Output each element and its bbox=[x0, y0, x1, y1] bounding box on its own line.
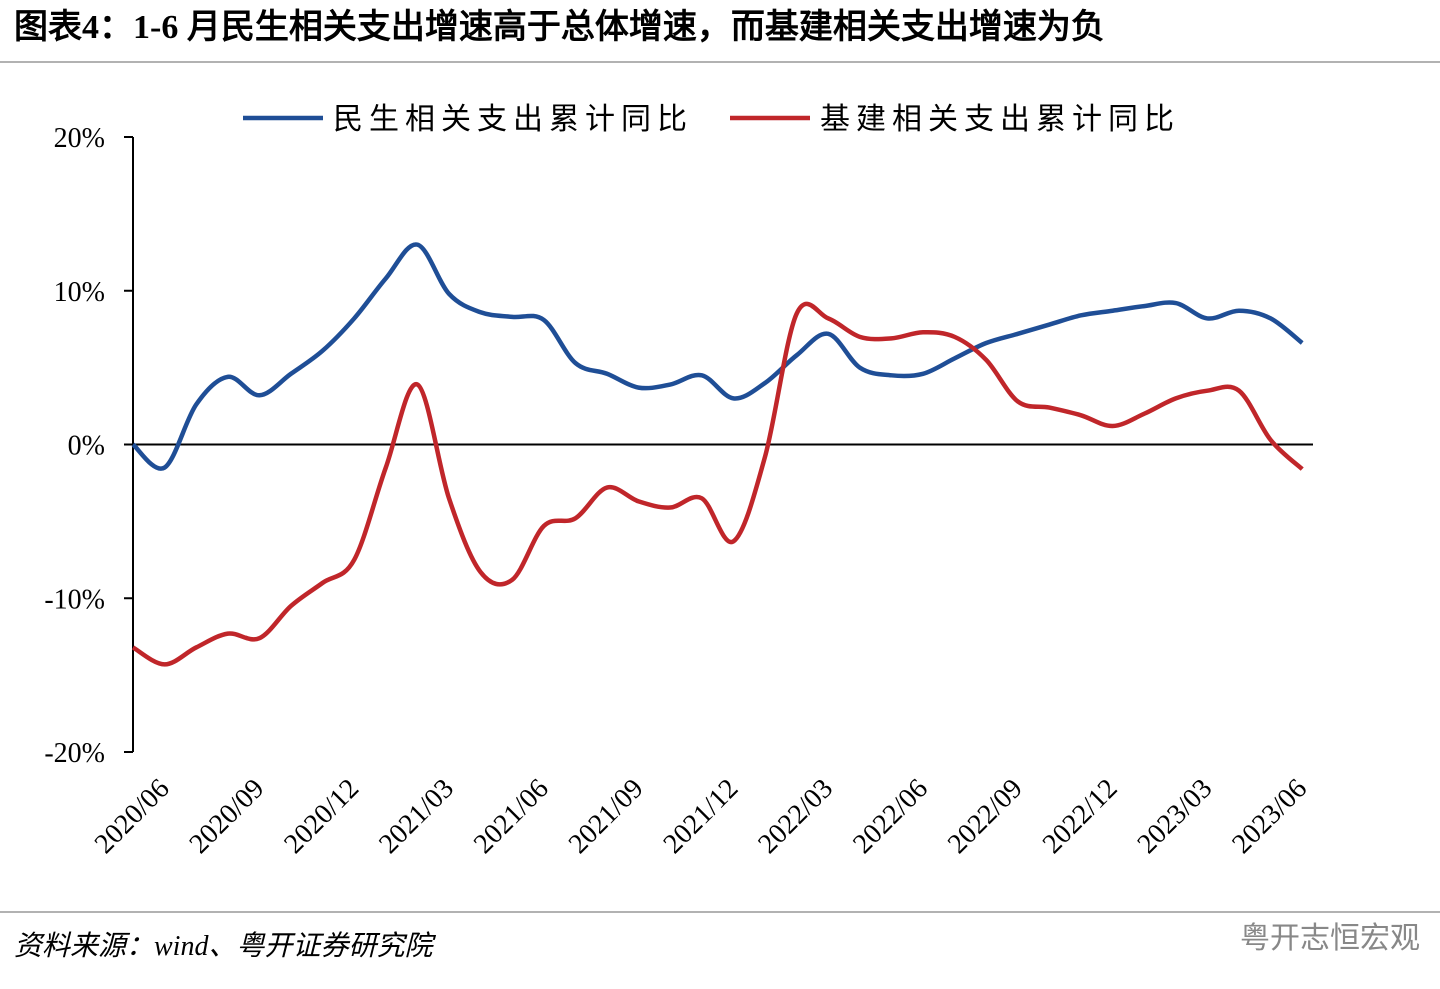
y-tick-label: 0% bbox=[68, 431, 105, 462]
series-line bbox=[131, 242, 1304, 471]
x-tick-label: 2022/06 bbox=[847, 773, 934, 860]
legend-label: 基建相关支出累计同比 bbox=[820, 103, 1180, 136]
x-tick-label: 2020/06 bbox=[89, 773, 176, 860]
x-tick-label: 2023/03 bbox=[1132, 773, 1219, 860]
x-tick-label: 2021/03 bbox=[373, 773, 460, 860]
x-tick-label: 2023/06 bbox=[1226, 773, 1313, 860]
y-tick-label: -10% bbox=[44, 584, 105, 615]
chart-title: 图表4：1-6 月民生相关支出增速高于总体增速，而基建相关支出增速为负 bbox=[14, 8, 1105, 46]
y-tick-label: 20% bbox=[54, 123, 105, 154]
source: 资料来源：wind、粤开证券研究院 bbox=[14, 931, 436, 962]
x-tick-label: 2022/12 bbox=[1037, 773, 1124, 860]
x-tick-label: 2020/12 bbox=[278, 773, 365, 860]
x-tick-label: 2021/12 bbox=[658, 773, 745, 860]
x-tick-label: 2021/09 bbox=[563, 773, 650, 860]
series-line bbox=[131, 301, 1304, 667]
x-tick-label: 2022/09 bbox=[942, 773, 1029, 860]
x-tick-label: 2021/06 bbox=[468, 773, 555, 860]
watermark: 粤开志恒宏观 bbox=[1240, 921, 1420, 956]
y-tick-label: 10% bbox=[54, 277, 105, 308]
legend-label: 民生相关支出累计同比 bbox=[333, 103, 693, 136]
x-tick-label: 2022/03 bbox=[752, 773, 839, 860]
x-tick-label: 2020/09 bbox=[184, 773, 271, 860]
y-tick-label: -20% bbox=[44, 738, 105, 769]
